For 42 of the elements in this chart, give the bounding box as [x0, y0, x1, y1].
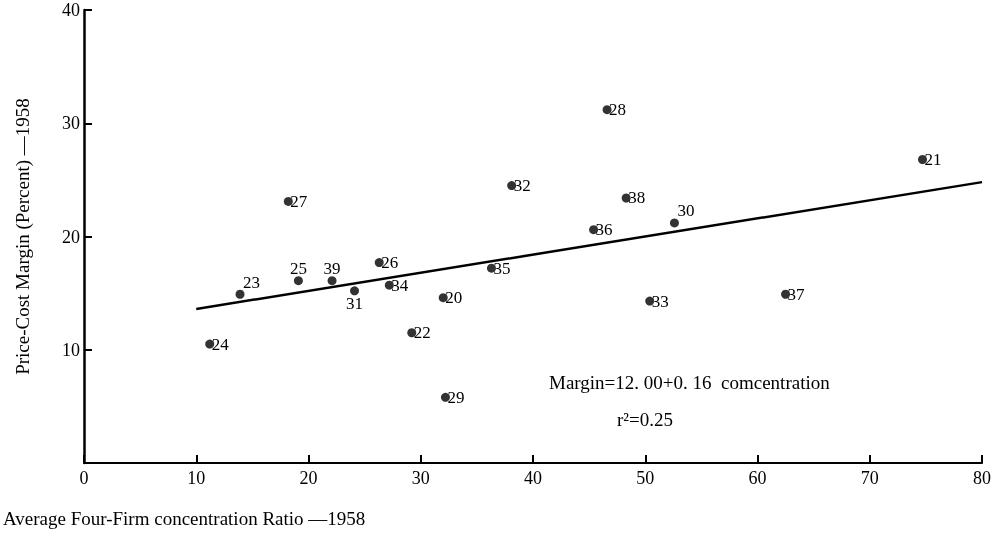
- x-tick-label: 10: [187, 468, 206, 488]
- annotation: 28: [609, 100, 627, 120]
- y-tick-label: 40: [62, 0, 80, 20]
- annotation: 38: [628, 188, 646, 208]
- annotation: r²=0.25: [617, 409, 673, 430]
- annotation: 27: [290, 191, 308, 211]
- x-tick-label: 80: [973, 468, 991, 488]
- y-tick-label: 10: [62, 339, 80, 360]
- annotation: 29: [447, 387, 465, 407]
- annotation: 37: [787, 284, 806, 304]
- point: [235, 289, 245, 299]
- annotation: 35: [493, 258, 511, 278]
- y-tick-label: 20: [62, 226, 80, 247]
- annotation: 23: [243, 272, 261, 292]
- annotation: 22: [413, 323, 431, 343]
- annotation: 39: [323, 258, 341, 278]
- x-tick-label: 50: [636, 468, 655, 488]
- annotation: Margin=12. 00+0. 16 comcentration: [549, 372, 831, 393]
- point: [350, 286, 360, 296]
- annotation: 34: [391, 275, 409, 295]
- annotation: 31: [346, 293, 364, 313]
- annotation: 32: [513, 176, 531, 196]
- point: [327, 276, 337, 286]
- x-tick-label: 20: [299, 468, 318, 488]
- x-tick-label: 60: [748, 468, 767, 488]
- point: [293, 276, 303, 286]
- x-tick-label: 40: [524, 468, 542, 488]
- x-axis-title: Average Four-Firm concentration Ratio —1958: [3, 508, 366, 529]
- annotation: 21: [924, 149, 942, 169]
- annotation: 33: [651, 291, 669, 311]
- annotation: 25: [289, 258, 307, 278]
- x-tick-label: 70: [860, 468, 879, 488]
- x-tick-label: 30: [411, 468, 430, 488]
- annotation: 26: [381, 253, 399, 273]
- annotation: 20: [445, 288, 463, 308]
- y-tick-label: 30: [62, 113, 80, 134]
- x-tick-label: 0: [79, 468, 89, 488]
- annotation: 30: [677, 201, 695, 221]
- annotation: 36: [595, 220, 613, 240]
- point: [669, 218, 679, 228]
- y-axis-title: Price-Cost Margin (Percent) —1958: [12, 98, 34, 375]
- annotation: 24: [211, 334, 230, 354]
